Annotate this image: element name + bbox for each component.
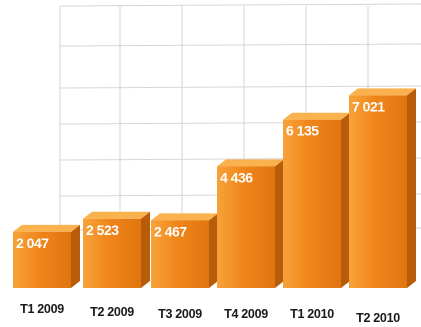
bar-side — [407, 88, 416, 288]
bars-group: 2 047 2 523 2 467 4 436 6 135 7 021 — [13, 88, 416, 289]
bar-front — [349, 95, 407, 288]
grid-line-h — [59, 43, 421, 47]
category-label: T3 2009 — [158, 307, 202, 321]
category-label: T2 2009 — [90, 305, 134, 319]
category-label: T2 2010 — [356, 311, 400, 325]
bar-front — [151, 220, 209, 288]
bar-2: 2 523 — [83, 211, 150, 288]
bar-front — [217, 166, 275, 288]
category-label: T1 2010 — [290, 307, 334, 321]
bar-value-label: 2 047 — [16, 235, 49, 251]
bar-4: 4 436 — [217, 159, 284, 288]
grid-line-h — [59, 3, 421, 7]
bar-top — [349, 88, 416, 96]
bar-side — [341, 112, 350, 289]
grid-line-h — [59, 85, 421, 89]
bar-5: 6 135 — [283, 112, 350, 289]
bar-value-label: 6 135 — [286, 123, 319, 139]
bar-value-label: 2 523 — [86, 222, 119, 238]
bar-top — [283, 112, 350, 120]
bar-side — [141, 211, 150, 288]
bar-3: 2 467 — [151, 213, 218, 288]
bar-side — [275, 159, 284, 288]
bar-front — [283, 119, 341, 289]
bar-side — [209, 213, 218, 288]
bar-front — [13, 231, 71, 288]
category-labels: T1 2009 T2 2009 T3 2009 T4 2009 T1 2010 T2 20… — [20, 302, 400, 325]
bar-side — [71, 224, 80, 288]
bar-top — [83, 211, 150, 219]
category-label: T4 2009 — [224, 307, 268, 321]
bar-6: 7 021 — [349, 88, 416, 288]
bar-1: 2 047 — [13, 224, 80, 288]
bar-top — [13, 224, 80, 232]
bar-value-label: 7 021 — [352, 98, 385, 114]
bar-value-label: 2 467 — [154, 223, 187, 239]
bar-top — [217, 159, 284, 167]
bar-front — [83, 218, 141, 288]
bar-top — [151, 213, 218, 221]
bar-value-label: 4 436 — [220, 169, 253, 185]
category-label: T1 2009 — [20, 302, 64, 316]
